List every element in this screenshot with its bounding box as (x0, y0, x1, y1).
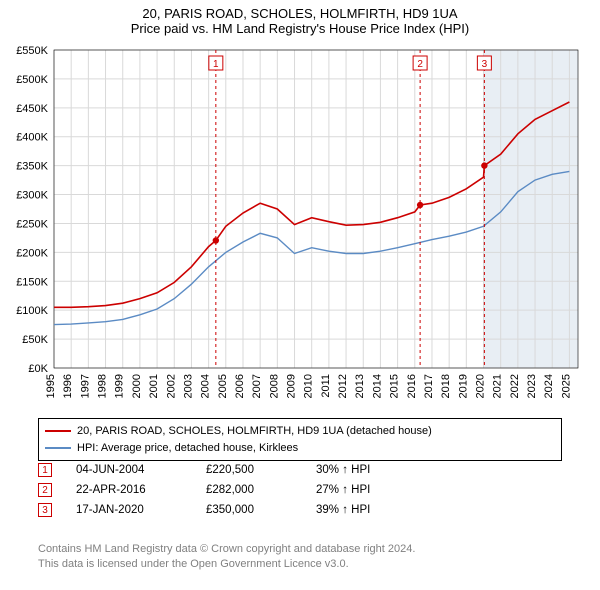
svg-text:2019: 2019 (457, 374, 469, 398)
svg-text:2004: 2004 (200, 374, 212, 398)
legend-row: HPI: Average price, detached house, Kirk… (45, 440, 555, 457)
svg-text:1: 1 (213, 59, 219, 70)
svg-text:2020: 2020 (475, 374, 487, 398)
svg-text:2023: 2023 (526, 374, 538, 398)
footer-line-2: This data is licensed under the Open Gov… (38, 557, 562, 572)
svg-text:2: 2 (417, 59, 423, 70)
legend-label: HPI: Average price, detached house, Kirk… (77, 440, 298, 457)
sale-price: £350,000 (206, 504, 316, 516)
chart-title-block: 20, PARIS ROAD, SCHOLES, HOLMFIRTH, HD9 … (0, 0, 600, 38)
sale-badge: 1 (38, 463, 52, 477)
chart-area: £0K £50K £100K £150K £200K £250K £300K £350K £40… (10, 44, 590, 414)
legend-swatch (45, 447, 71, 449)
sale-price: £282,000 (206, 484, 316, 496)
legend-row: 20, PARIS ROAD, SCHOLES, HOLMFIRTH, HD9 … (45, 423, 555, 440)
svg-text:2017: 2017 (423, 374, 435, 398)
title-line-2: Price paid vs. HM Land Registry's House … (0, 21, 600, 36)
svg-text:2001: 2001 (148, 374, 160, 398)
svg-text:1997: 1997 (79, 374, 91, 398)
sale-date: 22-APR-2016 (76, 484, 206, 496)
svg-text:2015: 2015 (389, 374, 401, 398)
sale-pct: 39% ↑ HPI (316, 504, 426, 516)
svg-text:£50K: £50K (22, 334, 48, 346)
sale-pct: 27% ↑ HPI (316, 484, 426, 496)
footer-line-1: Contains HM Land Registry data © Crown c… (38, 542, 562, 557)
svg-text:2000: 2000 (131, 374, 143, 398)
svg-text:1998: 1998 (97, 374, 109, 398)
sale-date: 17-JAN-2020 (76, 504, 206, 516)
svg-text:£500K: £500K (16, 74, 48, 86)
legend-label: 20, PARIS ROAD, SCHOLES, HOLMFIRTH, HD9 … (77, 423, 432, 440)
svg-text:2011: 2011 (320, 374, 332, 398)
svg-text:£400K: £400K (16, 132, 48, 144)
sale-row: 1 04-JUN-2004 £220,500 30% ↑ HPI (38, 460, 562, 480)
sale-badge: 2 (38, 483, 52, 497)
svg-text:2018: 2018 (440, 374, 452, 398)
svg-text:£550K: £550K (16, 45, 48, 57)
legend-swatch (45, 430, 71, 432)
svg-text:2021: 2021 (492, 374, 504, 398)
legend: 20, PARIS ROAD, SCHOLES, HOLMFIRTH, HD9 … (38, 418, 562, 461)
sale-badge: 3 (38, 503, 52, 517)
svg-text:£200K: £200K (16, 247, 48, 259)
svg-text:2003: 2003 (182, 374, 194, 398)
svg-text:2002: 2002 (165, 374, 177, 398)
footer: Contains HM Land Registry data © Crown c… (38, 542, 562, 572)
svg-text:3: 3 (482, 59, 488, 70)
svg-text:2022: 2022 (509, 374, 521, 398)
svg-text:2016: 2016 (406, 374, 418, 398)
svg-text:£150K: £150K (16, 276, 48, 288)
svg-text:2006: 2006 (234, 374, 246, 398)
svg-text:2010: 2010 (303, 374, 315, 398)
svg-text:2012: 2012 (337, 374, 349, 398)
svg-text:£0K: £0K (28, 363, 48, 375)
svg-text:£100K: £100K (16, 305, 48, 317)
svg-text:2009: 2009 (286, 374, 298, 398)
sales-list: 1 04-JUN-2004 £220,500 30% ↑ HPI 2 22-AP… (38, 460, 562, 520)
title-line-1: 20, PARIS ROAD, SCHOLES, HOLMFIRTH, HD9 … (0, 6, 600, 21)
sale-pct: 30% ↑ HPI (316, 464, 426, 476)
svg-text:2005: 2005 (217, 374, 229, 398)
svg-text:1995: 1995 (45, 374, 57, 398)
svg-text:2024: 2024 (543, 374, 555, 398)
svg-text:2008: 2008 (268, 374, 280, 398)
line-chart-svg: £0K £50K £100K £150K £200K £250K £300K £350K £40… (10, 44, 590, 414)
sale-date: 04-JUN-2004 (76, 464, 206, 476)
svg-text:2025: 2025 (560, 374, 572, 398)
sale-price: £220,500 (206, 464, 316, 476)
svg-text:2014: 2014 (371, 374, 383, 398)
svg-text:2013: 2013 (354, 374, 366, 398)
svg-text:1996: 1996 (62, 374, 74, 398)
sale-row: 2 22-APR-2016 £282,000 27% ↑ HPI (38, 480, 562, 500)
sale-row: 3 17-JAN-2020 £350,000 39% ↑ HPI (38, 500, 562, 520)
svg-text:£250K: £250K (16, 218, 48, 230)
svg-text:2007: 2007 (251, 374, 263, 398)
svg-text:£350K: £350K (16, 161, 48, 173)
svg-text:1999: 1999 (114, 374, 126, 398)
svg-text:£450K: £450K (16, 103, 48, 115)
svg-text:£300K: £300K (16, 190, 48, 202)
